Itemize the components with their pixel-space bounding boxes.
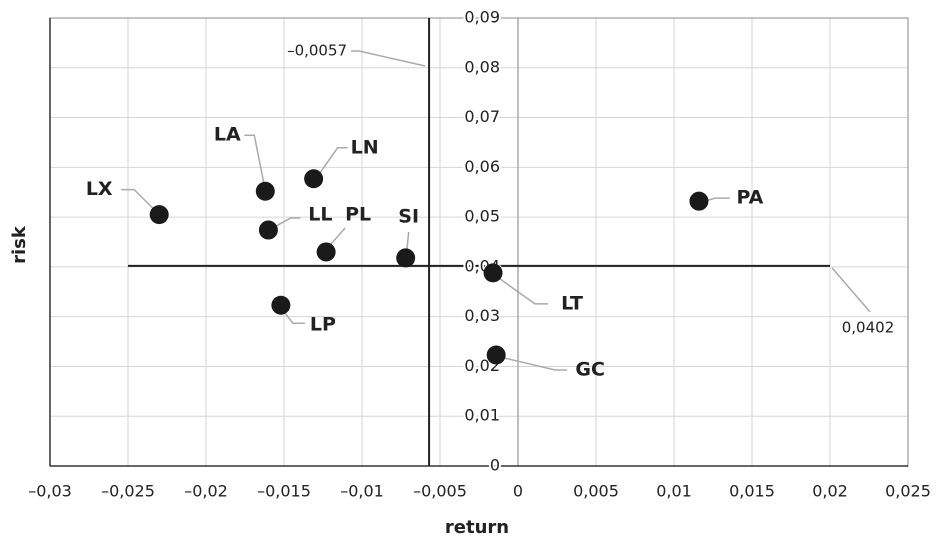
x-tick-label: –0,03 [28,482,72,501]
y-axis-title: risk [9,225,30,264]
leader-line [496,276,549,305]
plot-frame [49,17,909,467]
x-tick-label: 0,02 [812,482,848,501]
y-tick-label: 0,07 [464,107,500,126]
x-tick-label: 0,005 [573,482,619,501]
leader-line [244,134,266,186]
point [149,205,169,225]
point-label: PL [345,203,371,225]
x-tick-label: 0 [513,482,523,501]
point [483,263,503,283]
y-tick-label: 0,06 [464,157,500,176]
point [271,295,291,315]
point-label: LL [308,204,332,226]
point [396,248,416,268]
leader-line [499,356,568,371]
reference-label: –0,0057 [287,42,347,60]
x-tick-label: –0,01 [340,482,384,501]
point [258,220,278,240]
x-tick-label: 0,025 [885,482,931,501]
point [486,345,506,365]
point-label: LN [351,136,379,158]
leader-line [351,50,426,67]
leader-line [272,217,301,229]
point [255,181,275,201]
y-tick-label: 0,05 [464,207,500,226]
point-label: LP [310,314,336,336]
reference-label: 0,0402 [842,318,895,336]
point-label: PA [737,187,764,209]
y-tick-label: 0,08 [464,57,500,76]
x-tick-label: –0,025 [101,482,155,501]
point [304,169,324,189]
point [689,191,709,211]
point-label: LT [561,292,583,314]
x-tick-label: 0,01 [656,482,692,501]
point [316,242,336,262]
leader-line [318,147,348,176]
y-tick-label: 0,03 [464,306,500,325]
x-tick-label: –0,02 [184,482,228,501]
point-label: LA [214,124,241,146]
y-tick-label: 0 [490,456,500,475]
leader-line [282,309,305,324]
point-label: GC [575,358,605,380]
x-axis-title: return [445,517,509,538]
point-label: LX [86,178,113,200]
point-label: SI [398,205,419,227]
leader-line [831,267,871,313]
x-tick-label: –0,005 [413,482,467,501]
leader-line [704,197,730,202]
y-tick-label: 0,09 [464,8,500,27]
y-tick-label: 0,01 [464,406,500,425]
x-tick-label: –0,015 [257,482,311,501]
leader-line [121,188,155,211]
leader-line [329,227,346,246]
x-tick-label: 0,015 [729,482,775,501]
